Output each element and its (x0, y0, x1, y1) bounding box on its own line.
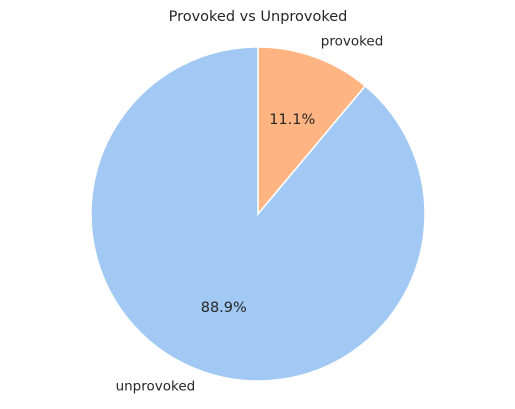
slice-label-unprovoked: unprovoked (116, 379, 196, 395)
pct-label-provoked: 11.1% (269, 112, 315, 128)
slice-label-provoked: provoked (321, 33, 384, 49)
pie-labels: 11.1% provoked 88.9% unprovoked (116, 33, 384, 394)
pct-label-unprovoked: 88.9% (201, 300, 247, 316)
pie-slices (90, 46, 426, 382)
pie-slice-unprovoked (90, 46, 426, 382)
chart-title: Provoked vs Unprovoked (169, 9, 348, 25)
pie-slice-provoked (257, 46, 367, 217)
